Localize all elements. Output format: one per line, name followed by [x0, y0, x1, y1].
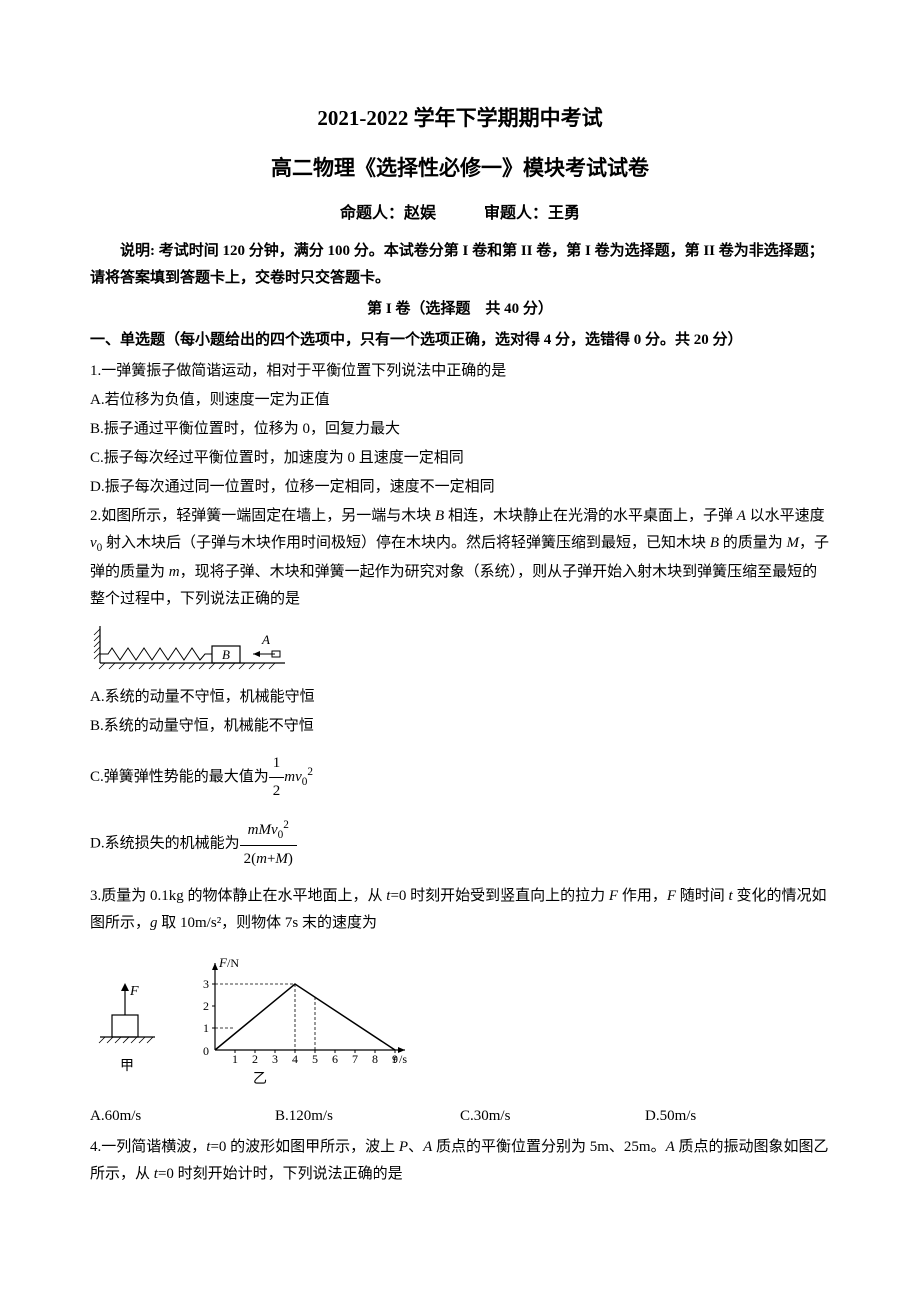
- svg-text:/s: /s: [399, 1052, 407, 1066]
- q4-stem: 4.一列简谐横波，t=0 的波形如图甲所示，波上 P、A 质点的平衡位置分别为 …: [90, 1134, 830, 1188]
- q2-var-B: B: [435, 508, 444, 524]
- svg-text:7: 7: [352, 1052, 358, 1066]
- q1-option-a: A.若位移为负值，则速度一定为正值: [90, 387, 830, 414]
- q2-diagram-label-b: B: [222, 647, 230, 662]
- svg-text:9: 9: [392, 1052, 398, 1066]
- svg-text:2: 2: [203, 999, 209, 1013]
- q2-var-M: M: [787, 535, 800, 551]
- svg-text:5: 5: [312, 1052, 318, 1066]
- section1-header: 第 I 卷（选择题 共 40 分）: [90, 296, 830, 323]
- q3-force-label: F: [129, 984, 139, 999]
- q3-options: A.60m/s B.120m/s C.30m/s D.50m/s: [90, 1103, 830, 1130]
- q2-var-B: B: [710, 535, 719, 551]
- q2-stem: 2.如图所示，轻弹簧一端固定在墙上，另一端与木块 B 相连，木块静止在光滑的水平…: [90, 503, 830, 612]
- svg-text:4: 4: [292, 1052, 298, 1066]
- svg-text:1: 1: [203, 1021, 209, 1035]
- instructions: 说明: 考试时间 120 分钟，满分 100 分。本试卷分第 I 卷和第 II …: [90, 238, 830, 292]
- q2-text: 相连，木块静止在光滑的水平桌面上，子弹: [444, 508, 737, 524]
- q2-text: 2.如图所示，轻弹簧一端固定在墙上，另一端与木块: [90, 508, 435, 524]
- q2-option-a: A.系统的动量不守恒，机械能守恒: [90, 684, 830, 711]
- authors-line: 命题人：赵娱 审题人：王勇: [90, 200, 830, 229]
- q1-option-b: B.振子通过平衡位置时，位移为 0，回复力最大: [90, 416, 830, 443]
- q2-text: 的质量为: [719, 535, 787, 551]
- q3-option-d: D.50m/s: [645, 1103, 830, 1130]
- svg-text:0: 0: [203, 1044, 209, 1058]
- q2-var-m: m: [169, 564, 180, 580]
- q2-diagram: B A: [90, 621, 830, 676]
- svg-text:3: 3: [203, 977, 209, 991]
- q2-diagram-label-a: A: [261, 632, 270, 647]
- svg-text:6: 6: [332, 1052, 338, 1066]
- q3-option-b: B.120m/s: [275, 1103, 460, 1130]
- svg-text:3: 3: [272, 1052, 278, 1066]
- q3-option-a: A.60m/s: [90, 1103, 275, 1130]
- svg-text:2: 2: [252, 1052, 258, 1066]
- q2-var-v: v: [90, 535, 97, 551]
- title-sub: 高二物理《选择性必修一》模块考试试卷: [90, 150, 830, 188]
- svg-text:1: 1: [232, 1052, 238, 1066]
- q3-label-yi: 乙: [253, 1071, 267, 1087]
- q3-stem: 3.质量为 0.1kg 的物体静止在水平地面上，从 t=0 时刻开始受到竖直向上…: [90, 883, 830, 937]
- q2-option-c: C.弹簧弹性势能的最大值为12mv02: [90, 750, 830, 805]
- q2-text: 射入木块后（子弹与木块作用时间极短）停在木块内。然后将轻弹簧压缩到最短，已知木块: [102, 535, 710, 551]
- q1-stem: 1.一弹簧振子做简谐运动，相对于平衡位置下列说法中正确的是: [90, 358, 830, 385]
- q2-text: 以水平速度: [746, 508, 825, 524]
- q2-option-b: B.系统的动量守恒，机械能不守恒: [90, 713, 830, 740]
- q2-text: ，现将子弹、木块和弹簧一起作为研究对象（系统），则从子弹开始入射木块到弹簧压缩至…: [90, 564, 817, 607]
- q1-option-c: C.振子每次经过平衡位置时，加速度为 0 且速度一定相同: [90, 445, 830, 472]
- q2-option-d: D.系统损失的机械能为mMv022(m+M): [90, 815, 830, 873]
- q3-label-jia: 甲: [120, 1059, 134, 1074]
- q2-var-A: A: [737, 508, 746, 524]
- svg-text:8: 8: [372, 1052, 378, 1066]
- q3-diagram: F 甲 F/N t/s 1 2 3 0: [90, 945, 830, 1095]
- svg-text:/N: /N: [227, 956, 239, 970]
- title-main: 2021-2022 学年下学期期中考试: [90, 100, 830, 138]
- q3-option-c: C.30m/s: [460, 1103, 645, 1130]
- q1-option-d: D.振子每次通过同一位置时，位移一定相同，速度不一定相同: [90, 474, 830, 501]
- section1-title: 一、单选题（每小题给出的四个选项中，只有一个选项正确，选对得 4 分，选错得 0…: [90, 327, 830, 354]
